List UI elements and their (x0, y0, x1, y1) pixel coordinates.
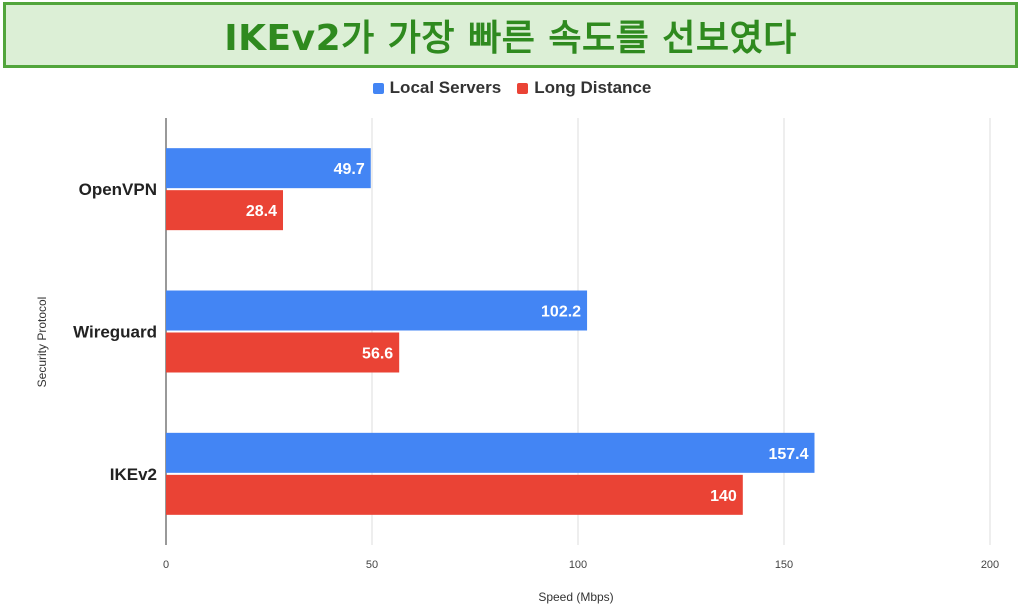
legend-swatch-local (372, 82, 384, 94)
title-banner: IKEv2가 가장 빠른 속도를 선보였다 (3, 2, 1018, 68)
chart-legend: Local Servers Long Distance (0, 77, 1024, 99)
legend-swatch-long (517, 82, 529, 94)
x-tick-label: 50 (366, 559, 378, 571)
legend-label-long: Long Distance (534, 78, 652, 97)
bar-value-label: 140 (710, 488, 737, 505)
bar-value-label: 102.2 (541, 304, 581, 321)
y-axis-title: Security Protocol (35, 297, 49, 388)
bar-long-distance (166, 474, 743, 515)
bar-long-distance (166, 332, 400, 373)
x-tick-label: 150 (775, 559, 793, 571)
x-axis-title: Speed (Mbps) (538, 590, 613, 604)
bar-long-distance (166, 190, 284, 231)
legend-item-long: Long Distance (517, 78, 651, 98)
legend-label-local: Local Servers (389, 78, 502, 97)
legend-item-local: Local Servers (372, 78, 502, 98)
bar-value-label: 157.4 (768, 446, 808, 463)
bar-local-servers (166, 290, 588, 331)
bar-value-label: 28.4 (246, 203, 277, 220)
banner-title: IKEv2가 가장 빠른 속도를 선보였다 (224, 18, 797, 59)
bar-value-label: 56.6 (362, 346, 393, 363)
category-label: OpenVPN (79, 180, 157, 199)
category-label: IKEv2 (110, 465, 157, 484)
x-tick-label: 0 (163, 559, 169, 571)
bar-local-servers (166, 432, 815, 473)
bar-value-label: 49.7 (334, 161, 365, 178)
x-tick-label: 100 (569, 559, 587, 571)
bar-local-servers (166, 148, 371, 189)
x-tick-label: 200 (981, 559, 999, 571)
category-label: Wireguard (73, 323, 157, 342)
